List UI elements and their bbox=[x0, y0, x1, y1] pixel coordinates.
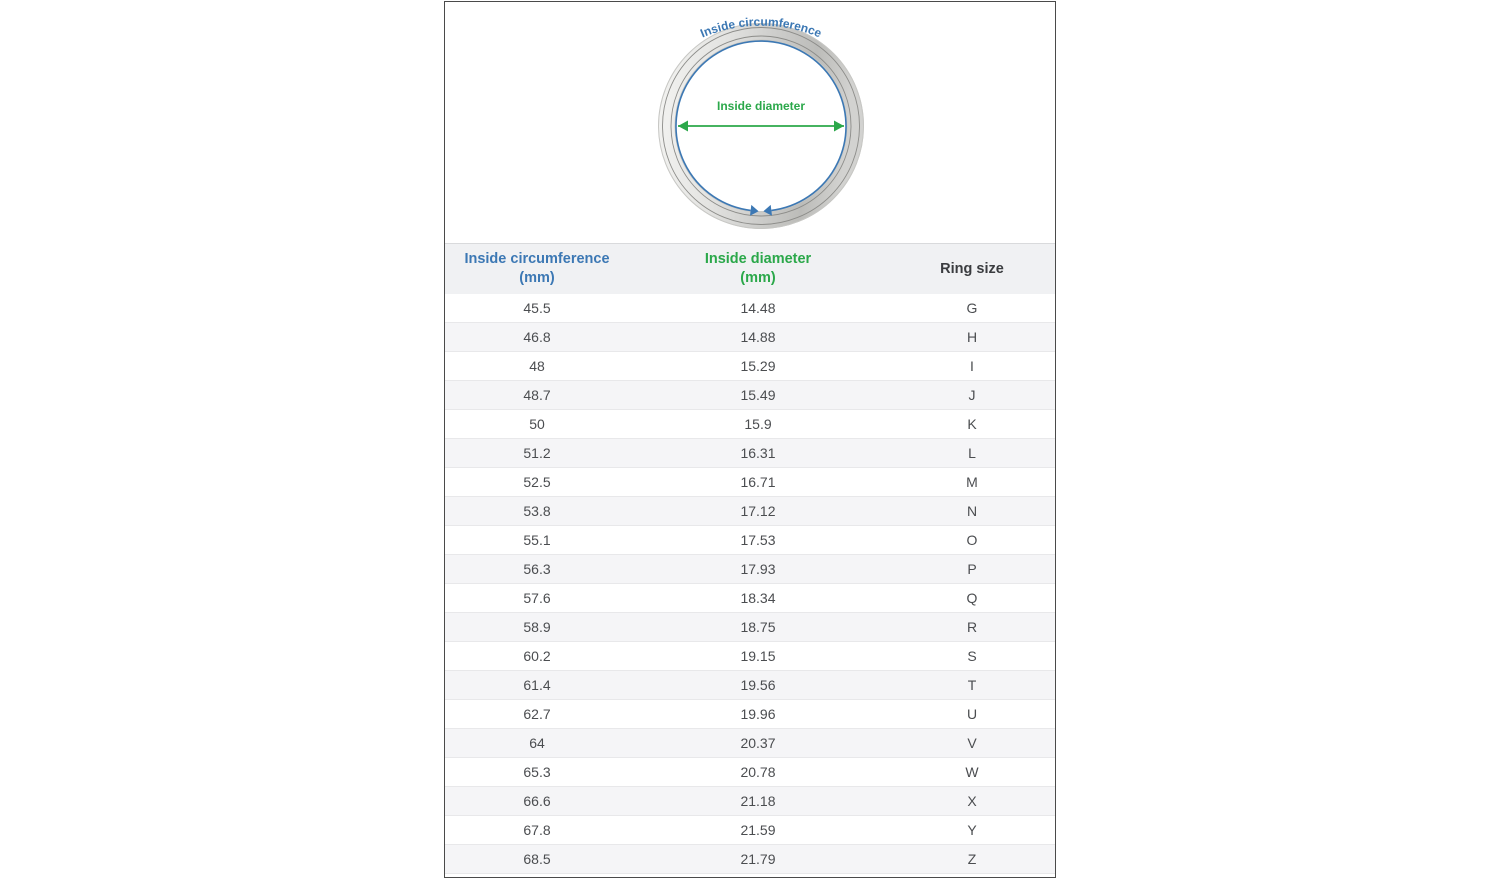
svg-text:Inside diameter: Inside diameter bbox=[717, 99, 805, 113]
